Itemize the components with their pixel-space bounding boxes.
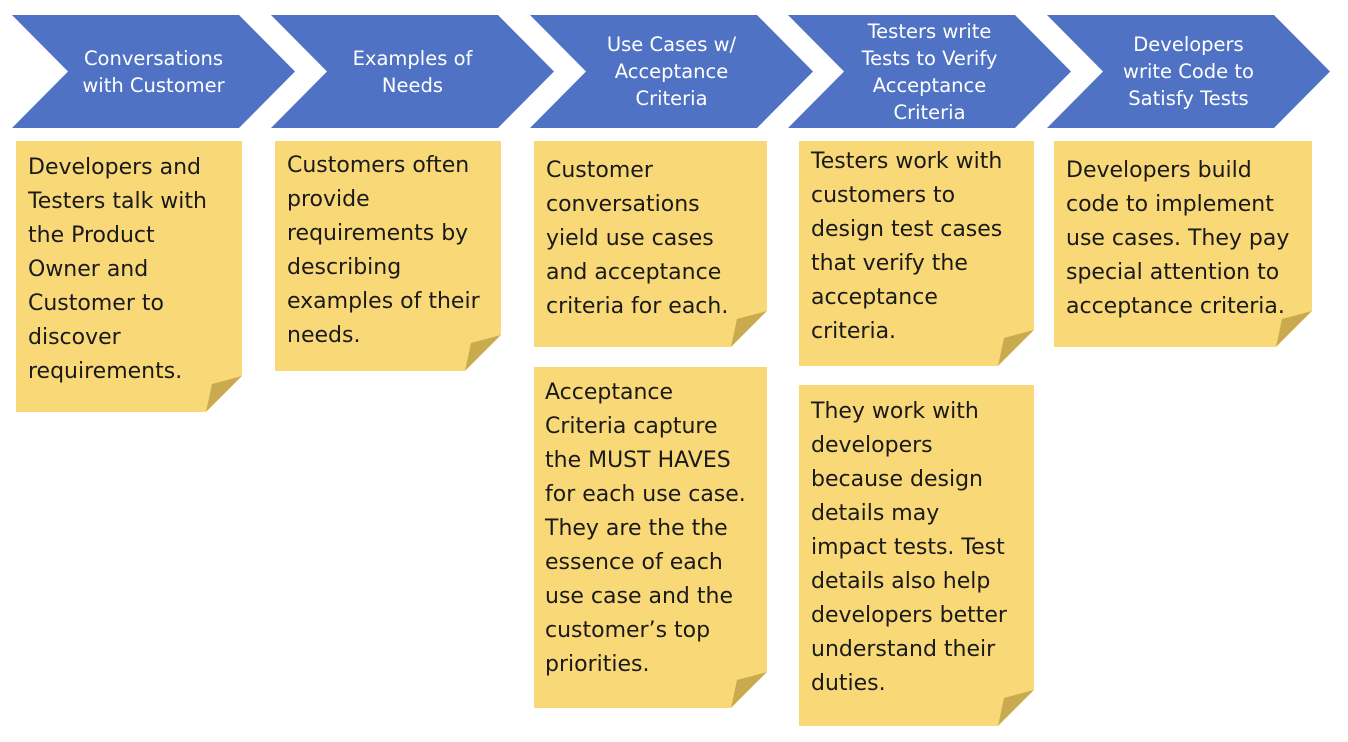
step-label-testers: Testers write Tests to Verify Acceptance…: [861, 19, 998, 124]
sticky-note-use-cases: Customer conversations yield use cases a…: [534, 141, 767, 347]
step-label-conversations: Conversations with Customer: [82, 46, 225, 97]
step-label-examples: Examples of Needs: [352, 46, 473, 97]
sticky-note-testers: Testers work with customers to design te…: [799, 141, 1034, 366]
folded-corner-icon: [998, 330, 1034, 366]
chevron-shape: [1047, 15, 1330, 128]
sticky-note-acceptance: Acceptance Criteria capture the MUST HAV…: [534, 367, 767, 708]
folded-corner-icon: [998, 690, 1034, 726]
sticky-note-testers-developers: They work with developers because design…: [799, 385, 1034, 726]
note-text-testers-developers: They work with developers because design…: [811, 399, 1007, 696]
sticky-note-examples: Customers often provide requirements by …: [275, 141, 501, 371]
step-chevron-testers: Testers write Tests to Verify Acceptance…: [788, 15, 1071, 128]
note-text-testers: Testers work with customers to design te…: [811, 149, 1003, 344]
step-chevron-examples: Examples of Needs: [271, 15, 554, 128]
folded-corner-icon: [731, 311, 767, 347]
chevron-shape: [530, 15, 813, 128]
sticky-note-conversations: Developers and Testers talk with the Pro…: [16, 141, 242, 412]
folded-corner-icon: [731, 672, 767, 708]
step-chevron-use-cases: Use Cases w/ Acceptance Criteria: [530, 15, 813, 128]
chevron-shape: [12, 15, 295, 128]
sticky-note-developers: Developers build code to implement use c…: [1054, 141, 1312, 347]
step-chevron-conversations: Conversations with Customer: [12, 15, 295, 128]
chevron-shape: [271, 15, 554, 128]
step-label-use-cases: Use Cases w/ Acceptance Criteria: [606, 33, 737, 110]
note-text-examples: Customers often provide requirements by …: [287, 153, 480, 348]
note-text-use-cases: Customer conversations yield use cases a…: [546, 158, 729, 319]
step-label-developers: Developers write Code to Satisfy Tests: [1123, 33, 1254, 110]
note-text-developers: Developers build code to implement use c…: [1066, 158, 1290, 319]
folded-corner-icon: [206, 376, 242, 412]
chevron-shape: [788, 15, 1071, 128]
folded-corner-icon: [1276, 311, 1312, 347]
note-text-acceptance: Acceptance Criteria capture the MUST HAV…: [545, 380, 746, 677]
folded-corner-icon: [465, 335, 501, 371]
step-chevron-developers: Developers write Code to Satisfy Tests: [1047, 15, 1330, 128]
note-text-conversations: Developers and Testers talk with the Pro…: [28, 155, 207, 384]
